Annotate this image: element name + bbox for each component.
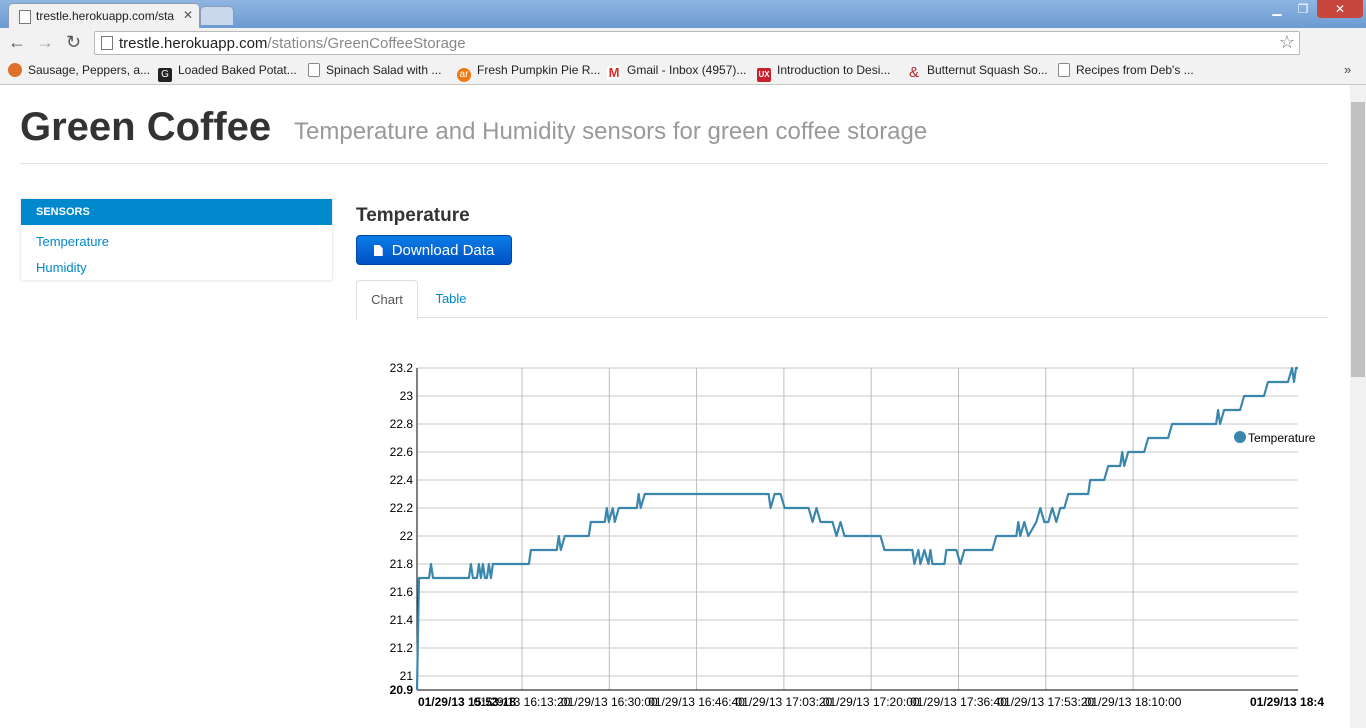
bookmark-item[interactable]: & Butternut Squash So... — [907, 63, 1048, 80]
y-tick-label: 22.6 — [390, 445, 414, 459]
bookmark-item[interactable]: Recipes from Deb's ... — [1058, 63, 1194, 77]
y-tick-label: 22.8 — [390, 417, 414, 431]
ampersand-icon: & — [908, 64, 919, 81]
sidebar-item-humidity[interactable]: Humidity — [36, 260, 87, 275]
bookmark-item[interactable]: Sausage, Peppers, a... — [8, 63, 150, 77]
page-icon — [101, 36, 113, 50]
x-tick-label: 01/29/13 18:10:00 — [1085, 695, 1182, 709]
bookmark-star-icon[interactable]: ☆ — [1278, 32, 1295, 52]
x-tick-label: 01/29/13 18:4 — [1250, 695, 1324, 709]
temperature-series-line — [415, 366, 1298, 691]
flower-icon — [8, 63, 22, 77]
more-bookmarks-icon[interactable]: » — [1344, 62, 1352, 77]
x-tick-label: 01/29/13 17:03:20 — [736, 695, 833, 709]
x-tick-label: 01/29/13 17:20:00 — [823, 695, 920, 709]
maximize-icon[interactable]: ❐ — [1297, 2, 1309, 16]
ux-icon: UX — [757, 68, 771, 82]
sidebar-item-temperature[interactable]: Temperature — [36, 234, 109, 249]
y-tick-label: 22.4 — [390, 473, 414, 487]
page-title: Green Coffee — [20, 105, 272, 149]
bookmark-label: Loaded Baked Potat... — [178, 63, 297, 77]
minimize-icon[interactable]: ▁ — [1272, 2, 1282, 16]
y-tick-label: 21.6 — [390, 585, 414, 599]
download-label: Download Data — [391, 242, 495, 259]
section-title: Temperature — [356, 205, 470, 226]
y-tick-label: 23.2 — [390, 361, 414, 375]
download-data-button[interactable]: Download Data — [356, 235, 512, 265]
bookmark-item[interactable]: Spinach Salad with ... — [308, 63, 441, 77]
sidebar: SENSORS Temperature Humidity — [20, 198, 333, 281]
scrollbar-thumb[interactable] — [1351, 102, 1365, 377]
ar-icon: ar — [457, 68, 471, 82]
x-tick-label: 01/29/13 17:53:20 — [997, 695, 1094, 709]
browser-toolbar: ← → ↻ trestle.herokuapp.com/stations/Gre… — [0, 28, 1366, 79]
bookmark-label: Fresh Pumpkin Pie R... — [477, 63, 601, 77]
header-divider — [20, 163, 1328, 164]
y-tick-label: 21.4 — [390, 613, 414, 627]
g-icon: G — [158, 68, 172, 82]
reload-icon[interactable]: ↻ — [66, 32, 82, 52]
browser-title-bar: trestle.herokuapp.com/sta ✕ ▁ ❐ ✕ — [0, 0, 1366, 29]
x-tick-label: 01/29/13 16:30:00 — [561, 695, 658, 709]
bookmark-label: Introduction to Desi... — [777, 63, 891, 77]
y-tick-label: 22 — [400, 529, 414, 543]
new-tab-button[interactable] — [200, 6, 234, 25]
x-tick-label: 01/29/13 16:46:40 — [648, 695, 745, 709]
sidebar-header: SENSORS — [21, 199, 332, 225]
tabs-divider — [356, 317, 1328, 318]
temperature-chart: 20.921 21.2 21.4 21.6 21.8 22 22.2 22.4 22.6 22.8… — [390, 361, 1325, 709]
bookmark-label: Sausage, Peppers, a... — [28, 63, 151, 77]
bookmark-item[interactable]: M Gmail - Inbox (4957)... — [607, 63, 746, 80]
bookmarks-bar: Sausage, Peppers, a... G Loaded Baked Pot… — [0, 58, 1366, 85]
close-tab-icon[interactable]: ✕ — [182, 8, 193, 22]
page-icon — [1058, 63, 1070, 77]
document-icon — [373, 245, 383, 256]
legend-label: Temperature — [1248, 431, 1316, 445]
bookmark-item[interactable]: G Loaded Baked Potat... — [158, 63, 297, 82]
bookmark-label: Gmail - Inbox (4957)... — [627, 63, 747, 77]
page-icon — [308, 63, 320, 77]
legend-marker — [1234, 431, 1246, 443]
gmail-icon: M — [607, 65, 621, 80]
y-tick-label: 22.2 — [390, 501, 414, 515]
x-tick-label: 01/29/13 17:36:40 — [910, 695, 1007, 709]
x-tick-label: 01/29/13 16:13:20 — [474, 695, 571, 709]
browser-tab-title: trestle.herokuapp.com/sta — [36, 9, 175, 23]
forward-arrow-icon[interactable]: → — [36, 32, 54, 52]
y-tick-label: 23 — [400, 389, 414, 403]
url-path: /stations/GreenCoffeeStorage — [267, 35, 466, 52]
bookmark-item[interactable]: UX Introduction to Desi... — [757, 63, 890, 82]
page-subtitle: Temperature and Humidity sensors for gre… — [294, 118, 928, 145]
bookmark-label: Recipes from Deb's ... — [1076, 63, 1194, 77]
bookmark-item[interactable]: ar Fresh Pumpkin Pie R... — [457, 63, 600, 82]
address-bar[interactable]: trestle.herokuapp.com/stations/GreenCoff… — [94, 31, 1300, 55]
page-icon — [19, 10, 31, 24]
tab-table[interactable]: Table — [435, 291, 467, 306]
url-text: trestle.herokuapp.com/stations/GreenCoff… — [119, 35, 466, 52]
back-arrow-icon[interactable]: ← — [8, 32, 26, 52]
browser-tab[interactable]: trestle.herokuapp.com/sta ✕ — [8, 3, 200, 29]
page-viewport: Green Coffee Temperature and Humidity se… — [0, 85, 1350, 728]
bookmark-label: Butternut Squash So... — [927, 63, 1048, 77]
url-host: trestle.herokuapp.com — [119, 35, 268, 52]
tab-chart[interactable]: Chart — [356, 280, 418, 320]
bookmark-label: Spinach Salad with ... — [326, 63, 442, 77]
x-tick-label: 01/29/13 15:53:18 — [418, 695, 516, 709]
y-tick-label: 20.9 — [390, 683, 414, 697]
y-tick-label: 21.8 — [390, 557, 414, 571]
close-window-icon[interactable]: ✕ — [1317, 0, 1363, 18]
y-tick-label: 21.2 — [390, 641, 414, 655]
y-tick-label: 21 — [400, 669, 414, 683]
